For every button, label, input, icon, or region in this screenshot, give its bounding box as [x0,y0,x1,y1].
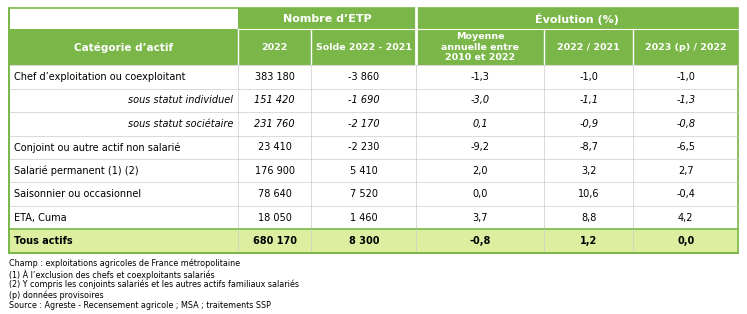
Text: sous statut individuel: sous statut individuel [128,95,233,106]
Bar [9,229,738,253]
Bar [9,29,238,65]
Text: Catégorie d’actif: Catégorie d’actif [74,42,173,52]
Text: 680 170: 680 170 [252,236,297,246]
Text: (1) À l’exclusion des chefs et coexploitants salariés: (1) À l’exclusion des chefs et coexploit… [9,269,214,279]
Text: 383 180: 383 180 [255,72,294,82]
Text: 2,7: 2,7 [678,166,693,176]
Text: 78 640: 78 640 [258,189,291,199]
Bar [9,206,738,229]
Bar [9,89,738,112]
Text: -0,9: -0,9 [579,119,598,129]
Text: (p) données provisoires: (p) données provisoires [9,290,104,300]
Text: Solde 2022 - 2021: Solde 2022 - 2021 [316,43,412,52]
Text: -1,3: -1,3 [471,72,489,82]
Text: 18 050: 18 050 [258,213,291,223]
Bar [238,8,416,29]
Bar [238,29,311,65]
Text: 151 420: 151 420 [254,95,295,106]
Bar [544,29,633,65]
Text: Source : Agreste - Recensement agricole ; MSA ; traitements SSP: Source : Agreste - Recensement agricole … [9,301,271,310]
Text: 2,0: 2,0 [472,166,488,176]
Text: -3 860: -3 860 [348,72,379,82]
Text: 10,6: 10,6 [578,189,600,199]
Text: -1 690: -1 690 [348,95,379,106]
Text: 1 460: 1 460 [350,213,378,223]
Bar [9,182,738,206]
Bar [9,159,738,182]
Bar [9,8,238,29]
Text: 2022 / 2021: 2022 / 2021 [557,43,620,52]
Bar [9,136,738,159]
Text: -0,4: -0,4 [676,189,695,199]
Text: 7 520: 7 520 [350,189,378,199]
Text: sous statut sociétaire: sous statut sociétaire [128,119,233,129]
Text: 3,7: 3,7 [472,213,488,223]
Text: (2) Y compris les conjoints salariés et les autres actifs familiaux salariés: (2) Y compris les conjoints salariés et … [9,280,299,289]
Text: 0,1: 0,1 [472,119,488,129]
Text: 231 760: 231 760 [254,119,295,129]
Text: -0,8: -0,8 [469,236,491,246]
Text: 0,0: 0,0 [677,236,694,246]
Text: Moyenne
annuelle entre
2010 et 2022: Moyenne annuelle entre 2010 et 2022 [441,32,519,62]
Text: ETA, Cuma: ETA, Cuma [14,213,66,223]
Bar [416,29,544,65]
Text: -6,5: -6,5 [676,142,695,152]
Text: -0,8: -0,8 [676,119,695,129]
Text: 23 410: 23 410 [258,142,291,152]
Text: Tous actifs: Tous actifs [14,236,72,246]
Text: 8,8: 8,8 [581,213,596,223]
Text: Conjoint ou autre actif non salarié: Conjoint ou autre actif non salarié [14,142,181,153]
Text: 4,2: 4,2 [678,213,693,223]
Bar [311,29,416,65]
Text: Champ : exploitations agricoles de France métropolitaine: Champ : exploitations agricoles de Franc… [9,258,240,268]
Text: -9,2: -9,2 [471,142,489,152]
Bar [633,29,738,65]
Text: 176 900: 176 900 [255,166,294,176]
Text: -8,7: -8,7 [579,142,598,152]
Bar [9,112,738,136]
Text: 5 410: 5 410 [350,166,378,176]
Text: -2 230: -2 230 [348,142,379,152]
Text: Saisonnier ou occasionnel: Saisonnier ou occasionnel [14,189,141,199]
Bar [9,8,738,253]
Text: 0,0: 0,0 [472,189,488,199]
Text: -1,0: -1,0 [676,72,695,82]
Text: -2 170: -2 170 [348,119,379,129]
Text: 2023 (p) / 2022: 2023 (p) / 2022 [645,43,727,52]
Text: 3,2: 3,2 [581,166,597,176]
Text: -1,3: -1,3 [676,95,695,106]
Text: -3,0: -3,0 [471,95,490,106]
Text: Nombre d’ETP: Nombre d’ETP [282,14,371,24]
Text: 1,2: 1,2 [580,236,598,246]
Text: Évolution (%): Évolution (%) [535,13,619,24]
Bar [9,65,738,89]
Bar [416,8,738,29]
Text: Salarié permanent (1) (2): Salarié permanent (1) (2) [14,165,139,176]
Text: Chef d’exploitation ou coexploitant: Chef d’exploitation ou coexploitant [14,72,186,82]
Text: -1,0: -1,0 [579,72,598,82]
Text: -1,1: -1,1 [579,95,598,106]
Text: 2022: 2022 [261,43,288,52]
Text: 8 300: 8 300 [349,236,379,246]
